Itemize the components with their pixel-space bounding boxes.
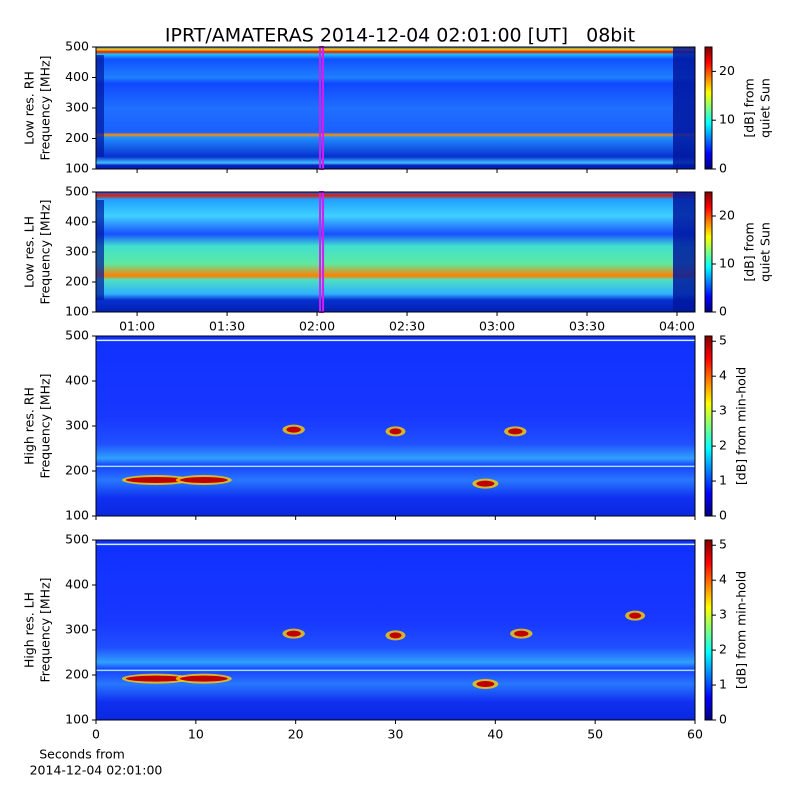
- y-tick-label: 100: [65, 304, 89, 319]
- colorbar-label: [dB] from: [742, 78, 757, 137]
- y-tick-label: 400: [65, 69, 89, 84]
- colorbar-tick-label: 20: [719, 208, 735, 223]
- y-tick-label: 500: [65, 39, 89, 54]
- burst: [179, 477, 228, 483]
- y-axis-label: High res. LH: [22, 592, 37, 668]
- colorbar-tick-label: 0: [719, 712, 727, 727]
- spectrogram: [96, 47, 695, 169]
- chart-title: IPRT/AMATERAS 2014-12-04 02:01:00 [UT] 0…: [165, 25, 635, 47]
- burst: [476, 480, 495, 487]
- spectrogram-gap: [673, 47, 695, 169]
- y-axis-label: Frequency [MHz]: [38, 199, 53, 304]
- y-tick-label: 500: [65, 532, 89, 547]
- spectrogram-line: [96, 339, 695, 342]
- y-tick-label: 300: [65, 100, 89, 115]
- y-axis-label: Frequency [MHz]: [38, 577, 53, 682]
- y-axis-label: Frequency [MHz]: [38, 55, 53, 160]
- x-tick-label: 04:00: [659, 319, 695, 334]
- y-tick-label: 200: [65, 463, 89, 478]
- burst: [179, 675, 228, 682]
- burst: [125, 675, 186, 682]
- y-tick-label: 400: [65, 214, 89, 229]
- y-tick-label: 500: [65, 328, 89, 343]
- burst: [286, 630, 301, 637]
- burst: [629, 612, 642, 619]
- y-tick-label: 200: [65, 667, 89, 682]
- colorbar-tick-label: 0: [719, 161, 727, 176]
- x-tick-label: 03:30: [569, 319, 605, 334]
- colorbar: [704, 46, 713, 170]
- y-axis-label: High res. RH: [22, 387, 37, 465]
- y-tick-label: 300: [65, 622, 89, 637]
- x-tick-label: 0: [92, 727, 100, 742]
- colorbar-label: [dB] from min-hold: [734, 571, 749, 689]
- x-tick-label: 40: [487, 727, 503, 742]
- colorbar-tick-label: 10: [719, 256, 735, 271]
- colorbar: [704, 191, 713, 313]
- burst: [389, 428, 402, 435]
- x-tick-label: 30: [388, 727, 404, 742]
- spectrogram-line: [96, 465, 695, 468]
- y-tick-label: 100: [65, 712, 89, 727]
- spectrogram-gap: [96, 200, 104, 300]
- x-tick-label: 50: [587, 727, 603, 742]
- y-tick-label: 400: [65, 577, 89, 592]
- burst: [476, 681, 495, 687]
- x-tick-label: 10: [188, 727, 204, 742]
- y-tick-label: 200: [65, 130, 89, 145]
- colorbar-tick-label: 20: [719, 63, 735, 78]
- y-tick-label: 100: [65, 161, 89, 176]
- y-tick-label: 200: [65, 274, 89, 289]
- x-tick-label: 02:30: [389, 319, 425, 334]
- colorbar: [704, 335, 713, 517]
- burst: [389, 632, 402, 639]
- y-axis-label: Low res. LH: [22, 216, 37, 288]
- x-tick-label: 03:00: [479, 319, 515, 334]
- colorbar-tick-label: 2: [719, 642, 727, 657]
- spectrogram-line: [96, 669, 695, 672]
- colorbar-tick-label: 3: [719, 403, 727, 418]
- colorbar-tick-label: 1: [719, 473, 727, 488]
- burst: [508, 428, 523, 435]
- burst: [125, 477, 186, 483]
- spectrogram-gap: [96, 55, 104, 157]
- x-tick-label: 20: [288, 727, 304, 742]
- colorbar: [704, 539, 713, 721]
- colorbar-tick-label: 4: [719, 572, 727, 587]
- colorbar-label: quiet Sun: [758, 78, 773, 138]
- burst: [514, 630, 529, 637]
- colorbar-tick-label: 4: [719, 368, 727, 383]
- x-tick-label: 01:00: [119, 319, 155, 334]
- x-tick-label: 02:00: [299, 319, 335, 334]
- x-tick-label: 01:30: [209, 319, 245, 334]
- y-axis-label: Frequency [MHz]: [38, 373, 53, 478]
- y-axis-label: Low res. RH: [22, 71, 37, 145]
- x-axis-label: 2014-12-04 02:01:00: [30, 763, 163, 778]
- colorbar-tick-label: 5: [719, 537, 727, 552]
- spectrogram: [96, 336, 695, 516]
- y-tick-label: 300: [65, 244, 89, 259]
- colorbar-label: [dB] from min-hold: [734, 367, 749, 485]
- colorbar-tick-label: 1: [719, 677, 727, 692]
- colorbar-tick-label: 10: [719, 112, 735, 127]
- y-tick-label: 100: [65, 508, 89, 523]
- colorbar-label: [dB] from: [742, 222, 757, 281]
- spectrogram-line: [96, 543, 695, 546]
- spectrogram: [96, 540, 695, 720]
- y-tick-label: 400: [65, 373, 89, 388]
- x-tick-label: 60: [687, 727, 703, 742]
- y-tick-label: 500: [65, 184, 89, 199]
- colorbar-tick-label: 3: [719, 607, 727, 622]
- colorbar-tick-label: 0: [719, 508, 727, 523]
- colorbar-tick-label: 0: [719, 304, 727, 319]
- y-tick-label: 300: [65, 418, 89, 433]
- burst: [286, 426, 301, 433]
- spectrogram-gap: [673, 192, 695, 312]
- colorbar-tick-label: 2: [719, 438, 727, 453]
- colorbar-label: quiet Sun: [758, 222, 773, 282]
- x-axis-label: Seconds from: [39, 747, 125, 762]
- spectrogram: [96, 192, 695, 312]
- colorbar-tick-label: 5: [719, 333, 727, 348]
